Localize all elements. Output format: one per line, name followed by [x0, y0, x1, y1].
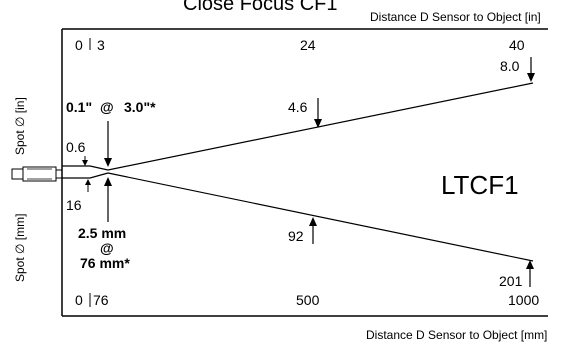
focus-at-inch: @: [100, 99, 114, 115]
top-tick-label: 24: [300, 37, 316, 53]
arrow-head-icon: [527, 73, 535, 82]
spot-mid-inch: 4.6: [288, 99, 308, 115]
top-tick-label: 3: [97, 37, 105, 53]
spot-start-mm: 16: [66, 197, 82, 213]
focus-spot-inch: 0.1": [66, 99, 92, 115]
arrow-head-icon: [104, 177, 112, 186]
bottom-tick-label: 76: [93, 292, 109, 308]
arrow-head-icon: [82, 160, 88, 166]
arrow-head-icon: [104, 158, 112, 167]
bottom-tick-label: 500: [296, 292, 320, 308]
beam-lower-edge: [107, 172, 534, 262]
arrow-head-icon: [85, 179, 91, 185]
arrow-head-icon: [309, 217, 317, 226]
focus-distance-mm: 76 mm*: [80, 255, 130, 271]
beam-upper-edge: [107, 82, 534, 171]
bottom-tick-label: 0: [75, 292, 83, 308]
bottom-tick-label: 1000: [508, 292, 539, 308]
beam: [62, 82, 534, 262]
model-label: LTCF1: [441, 170, 519, 200]
focus-at-mm: @: [100, 240, 114, 256]
arrow-head-icon: [314, 119, 322, 128]
top-tick-label: 40: [509, 37, 525, 53]
bottom-axis-label: Distance D Sensor to Object [mm]: [366, 328, 547, 342]
left-label-mm: Spot ∅ [mm]: [13, 214, 27, 282]
sensor-icon: [11, 166, 62, 182]
spot-start-inch: 0.6: [66, 139, 86, 155]
focus-spot-mm: 2.5 mm: [78, 225, 126, 241]
spot-mid-mm: 92: [288, 228, 304, 244]
spot-end-mm: 201: [499, 273, 523, 289]
arrow-head-icon: [526, 260, 534, 269]
spot-end-inch: 8.0: [500, 58, 520, 74]
top-axis-label: Distance D Sensor to Object [in]: [370, 10, 541, 24]
focus-distance-inch: 3.0"*: [124, 99, 156, 115]
diagram-title: Close Focus CF1: [183, 0, 338, 15]
top-tick-label: 0: [75, 37, 83, 53]
left-label-inch: Spot ∅ [in]: [13, 97, 27, 155]
